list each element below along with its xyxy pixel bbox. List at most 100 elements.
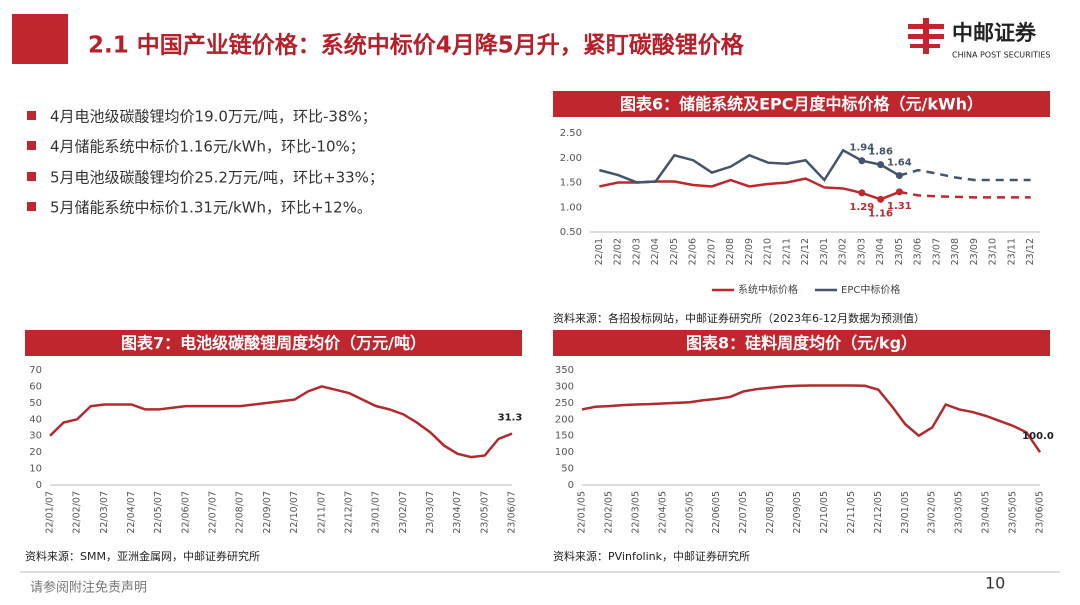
y-tick-label: 1.50 <box>560 178 582 189</box>
y-tick-label: 60 <box>29 381 42 392</box>
x-tick-label: 23/06/05 <box>1035 491 1046 534</box>
x-tick-label: 23/11 <box>1006 238 1017 265</box>
x-tick-label: 23/07 <box>931 238 942 265</box>
slide-title: 2.1 中国产业链价格：系统中标价4月降5月升，紧盯碳酸锂价格 <box>88 32 745 59</box>
chart-title-bar <box>25 330 522 356</box>
x-tick-label: 22/04 <box>650 238 661 265</box>
legend-label: 系统中标价格 <box>738 283 798 296</box>
logo-text: 中邮证券 <box>952 21 1037 45</box>
y-tick-label: 250 <box>555 398 574 409</box>
x-tick-label: 23/03 <box>856 238 867 265</box>
x-tick-label: 22/12/07 <box>343 491 354 534</box>
x-tick-label: 22/11 <box>781 238 792 265</box>
x-tick-label: 22/06/07 <box>180 491 191 534</box>
x-tick-label: 23/05/07 <box>479 491 490 534</box>
y-tick-label: 2.50 <box>560 128 582 139</box>
x-tick-label: 22/05/05 <box>684 491 695 534</box>
chart-source: 资料来源：SMM，亚洲金属网，中邮证券研究所 <box>25 549 260 563</box>
x-tick-label: 23/02/05 <box>927 491 938 534</box>
y-tick-label: 0 <box>36 480 42 491</box>
forecast-line <box>899 168 1031 182</box>
x-tick-label: 23/03/05 <box>954 491 965 534</box>
bullet-icon <box>27 172 36 181</box>
x-tick-label: 22/08 <box>725 238 736 265</box>
chart-source: 资料来源：PVinfolink，中邮证券研究所 <box>553 549 750 563</box>
x-tick-label: 22/05/07 <box>153 491 164 534</box>
x-tick-label: 23/05 <box>894 238 905 265</box>
x-tick-label: 22/07/05 <box>738 491 749 534</box>
point-marker <box>895 172 903 180</box>
y-tick-label: 2.00 <box>560 153 582 164</box>
x-tick-label: 22/07 <box>706 238 717 265</box>
x-tick-label: 22/09/05 <box>792 491 803 534</box>
y-tick-label: 150 <box>555 431 574 442</box>
y-tick-label: 0.50 <box>560 227 582 238</box>
x-tick-label: 22/12/05 <box>873 491 884 534</box>
x-tick-label: 23/01/07 <box>371 491 382 534</box>
x-tick-label: 22/03 <box>631 238 642 265</box>
y-tick-label: 50 <box>561 464 574 475</box>
x-tick-label: 23/01/05 <box>900 491 911 534</box>
point-marker <box>895 188 903 196</box>
x-tick-label: 23/10 <box>988 238 999 265</box>
chart-title: 图表6：储能系统及EPC月度中标价格（元/kWh） <box>620 95 983 114</box>
disclaimer: 请参阅附注免责声明 <box>30 580 147 596</box>
bullet-icon <box>27 141 36 150</box>
legend-label: EPC中标价格 <box>841 283 900 296</box>
bullet: 5月电池级碳酸锂均价25.2万元/吨，环比+33%； <box>50 169 384 187</box>
y-tick-label: 10 <box>29 464 42 475</box>
point-marker <box>858 189 866 197</box>
forecast-line <box>899 190 1031 199</box>
y-tick-label: 0 <box>568 480 574 491</box>
data-label: 31.3 <box>498 413 523 424</box>
chart-source: 资料来源：各招投标网站，中邮证券研究所（2023年6-12月数据为预测值） <box>553 311 925 325</box>
y-tick-label: 350 <box>555 365 574 376</box>
point-marker <box>877 195 885 203</box>
data-label: 1.31 <box>887 201 912 212</box>
x-tick-label: 23/02 <box>838 238 849 265</box>
x-tick-label: 23/06 <box>913 238 924 265</box>
y-tick-label: 200 <box>555 414 574 425</box>
x-tick-label: 22/01/05 <box>577 491 588 534</box>
x-tick-label: 22/06 <box>688 238 699 265</box>
x-tick-label: 22/01 <box>594 238 605 265</box>
y-tick-label: 20 <box>29 447 42 458</box>
y-tick-label: 1.00 <box>560 202 582 213</box>
chart-title-bar <box>553 91 1050 117</box>
logo: 中邮证券 CHINA POST SECURITIES <box>908 18 1050 60</box>
data-label: 100.0 <box>1022 431 1054 442</box>
x-tick-label: 22/06/05 <box>711 491 722 534</box>
series-line <box>581 384 1042 453</box>
x-tick-label: 22/02 <box>613 238 624 265</box>
x-tick-label: 22/01/07 <box>45 491 56 534</box>
x-tick-label: 23/03/07 <box>425 491 436 534</box>
data-label: 1.86 <box>868 147 893 158</box>
y-tick-label: 40 <box>29 414 42 425</box>
x-tick-label: 23/12 <box>1025 238 1036 265</box>
x-tick-label: 22/02/05 <box>603 491 614 534</box>
x-tick-label: 22/10/07 <box>289 491 300 534</box>
x-tick-label: 23/06/07 <box>507 491 518 534</box>
bullet: 4月电池级碳酸锂均价19.0万元/吨，环比-38%； <box>50 108 377 126</box>
x-tick-label: 22/10/05 <box>819 491 830 534</box>
x-tick-label: 22/09 <box>744 238 755 265</box>
x-tick-label: 22/05 <box>669 238 680 265</box>
x-tick-label: 23/05/05 <box>1008 491 1019 534</box>
point-marker <box>877 161 885 169</box>
header-block <box>12 14 68 64</box>
x-tick-label: 23/02/07 <box>398 491 409 534</box>
chart-title: 图表8：硅料周度均价（元/kg） <box>686 334 917 353</box>
series-line <box>599 148 901 184</box>
y-tick-label: 30 <box>29 431 42 442</box>
x-tick-label: 22/08/05 <box>765 491 776 534</box>
x-tick-label: 22/08/07 <box>235 491 246 534</box>
bullet-icon <box>27 202 36 211</box>
y-tick-label: 70 <box>29 365 42 376</box>
x-tick-label: 23/04 <box>875 238 886 265</box>
logo-en: CHINA POST SECURITIES <box>952 51 1050 60</box>
x-tick-label: 22/04/07 <box>126 491 137 534</box>
x-tick-label: 23/08 <box>950 238 961 265</box>
y-tick-label: 100 <box>555 447 574 458</box>
x-tick-label: 22/11/07 <box>316 491 327 534</box>
